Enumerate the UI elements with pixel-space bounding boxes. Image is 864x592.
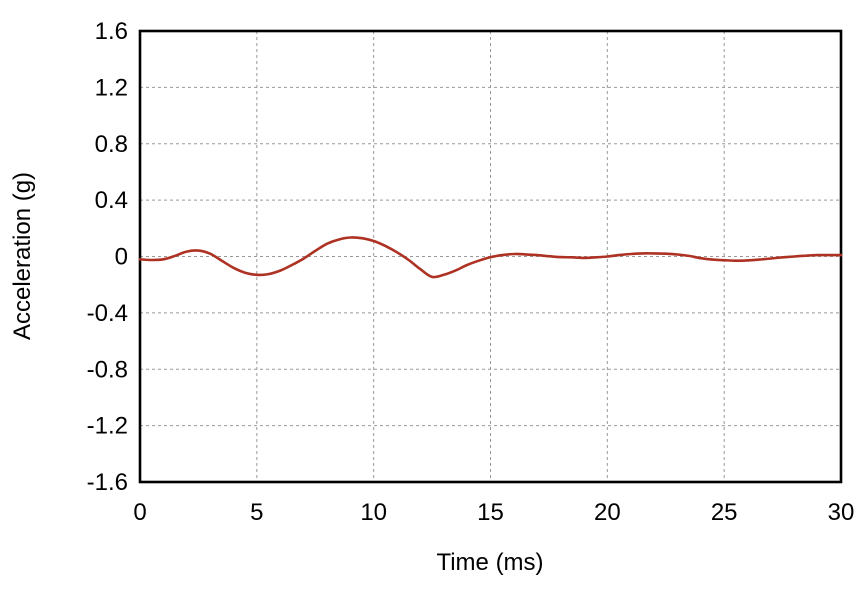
x-tick-label: 15	[477, 499, 504, 526]
x-tick-label: 0	[133, 499, 146, 526]
acceleration-trace	[138, 236, 843, 279]
y-tick-label: -1.6	[87, 469, 128, 496]
x-tick-label: 20	[594, 499, 621, 526]
y-tick-label: 0.8	[95, 131, 128, 158]
x-tick-label: 5	[250, 499, 263, 526]
x-tick-label: 30	[828, 499, 855, 526]
x-tick-label: 25	[711, 499, 738, 526]
y-tick-label: 1.2	[95, 74, 128, 101]
y-tick-label: 1.6	[95, 18, 128, 45]
y-tick-label: -0.4	[87, 300, 128, 327]
plot-frame	[138, 29, 843, 484]
y-tick-label: -1.2	[87, 413, 128, 440]
y-tick-label: 0	[115, 244, 128, 271]
x-axis-title: Time (ms)	[436, 549, 543, 576]
x-tick-label: 10	[360, 499, 387, 526]
y-axis-title: Acceleration (g)	[9, 172, 36, 340]
y-tick-label: -0.8	[87, 356, 128, 383]
y-tick-label: 0.4	[95, 187, 128, 214]
